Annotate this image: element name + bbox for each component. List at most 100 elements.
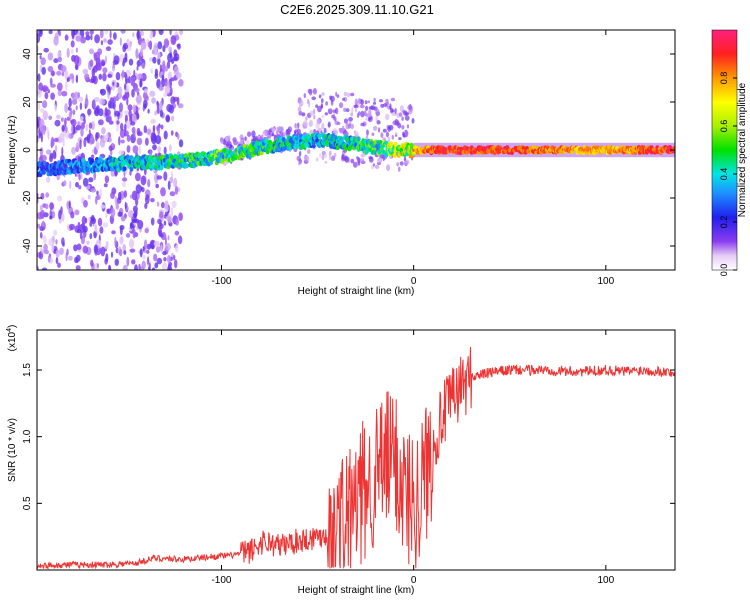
halo-speckle [404, 112, 409, 116]
signal-cell [356, 136, 361, 142]
signal-cell [58, 169, 63, 175]
noise-speckle [53, 35, 59, 46]
halo-speckle [396, 162, 399, 167]
noise-speckle [159, 109, 163, 118]
noise-speckle [70, 40, 75, 48]
noise-speckle [122, 57, 128, 63]
noise-speckle [156, 257, 163, 265]
noise-speckle [178, 79, 184, 87]
noise-speckle [81, 215, 87, 225]
noise-speckle [157, 146, 161, 153]
noise-speckle [89, 221, 93, 227]
noise-speckle [47, 52, 54, 61]
noise-speckle [123, 250, 127, 255]
signal-cell [606, 145, 611, 150]
halo-speckle [239, 140, 244, 144]
halo-speckle [368, 117, 371, 122]
noise-speckle [140, 40, 147, 50]
noise-speckle [126, 96, 129, 106]
noise-speckle [46, 176, 51, 183]
x-tick-label: -100 [211, 575, 231, 586]
noise-speckle [177, 133, 180, 140]
noise-speckle [70, 125, 74, 134]
halo-speckle [404, 159, 410, 165]
noise-speckle [110, 251, 114, 258]
noise-speckle [38, 133, 42, 139]
noise-speckle [70, 211, 75, 219]
halo-speckle [386, 164, 391, 172]
noise-speckle [121, 69, 125, 78]
colorbar [711, 29, 738, 271]
noise-speckle [128, 238, 135, 249]
halo-speckle [262, 130, 266, 135]
noise-speckle [54, 137, 59, 143]
halo-speckle [367, 100, 370, 104]
noise-speckle [169, 30, 172, 36]
noise-speckle [70, 119, 75, 124]
noise-speckle [136, 65, 139, 71]
noise-speckle [101, 127, 106, 135]
noise-speckle [114, 258, 120, 266]
halo-speckle [299, 103, 303, 108]
halo-speckle [334, 107, 339, 115]
noise-speckle [164, 200, 169, 210]
noise-speckle [144, 228, 149, 234]
noise-speckle [125, 69, 132, 77]
noise-speckle [87, 194, 91, 200]
noise-speckle [113, 32, 117, 40]
halo-speckle [398, 137, 402, 141]
halo-speckle [324, 153, 327, 159]
noise-speckle [131, 218, 138, 223]
noise-speckle [157, 51, 161, 60]
noise-speckle [117, 211, 123, 217]
noise-speckle [43, 235, 47, 245]
noise-speckle [40, 57, 46, 66]
noise-speckle [146, 243, 152, 250]
colorbar-tick-label: 0.2 [719, 216, 729, 229]
noise-speckle [140, 30, 144, 37]
noise-speckle [106, 84, 110, 91]
signal-cell [222, 148, 227, 153]
noise-speckle [104, 244, 109, 250]
halo-speckle [391, 134, 394, 140]
noise-speckle [88, 177, 94, 183]
halo-speckle [247, 131, 252, 137]
noise-speckle [90, 188, 97, 193]
noise-speckle [155, 134, 162, 145]
halo-speckle [329, 95, 333, 100]
noise-speckle [125, 74, 128, 85]
halo-speckle [360, 158, 365, 162]
noise-speckle [55, 257, 59, 264]
snr-scale-label: (x104) [6, 325, 18, 352]
noise-speckle [143, 99, 148, 109]
noise-speckle [79, 102, 83, 110]
noise-speckle [105, 46, 112, 52]
y-tick-label: 20 [22, 96, 33, 108]
signal-cell [255, 141, 260, 147]
noise-speckle [100, 204, 106, 209]
noise-speckle [119, 225, 123, 236]
noise-speckle [138, 263, 141, 270]
noise-speckle [71, 146, 77, 155]
noise-speckle [167, 235, 170, 241]
halo-speckle [316, 118, 321, 125]
noise-speckle [147, 179, 151, 188]
halo-speckle [331, 155, 336, 162]
noise-speckle [106, 133, 109, 139]
noise-speckle [179, 30, 183, 36]
noise-speckle [164, 80, 168, 87]
halo-speckle [330, 99, 334, 106]
noise-speckle [46, 126, 49, 134]
noise-speckle [75, 124, 82, 131]
noise-speckle [144, 203, 148, 209]
noise-speckle [111, 230, 116, 235]
noise-speckle [138, 145, 142, 156]
noise-speckle [169, 191, 176, 197]
noise-speckle [63, 180, 67, 187]
noise-speckle [91, 75, 96, 83]
spectrogram-image [37, 30, 675, 270]
noise-speckle [156, 78, 161, 89]
halo-speckle [360, 110, 365, 118]
halo-speckle [350, 158, 355, 164]
halo-speckle [303, 120, 308, 127]
